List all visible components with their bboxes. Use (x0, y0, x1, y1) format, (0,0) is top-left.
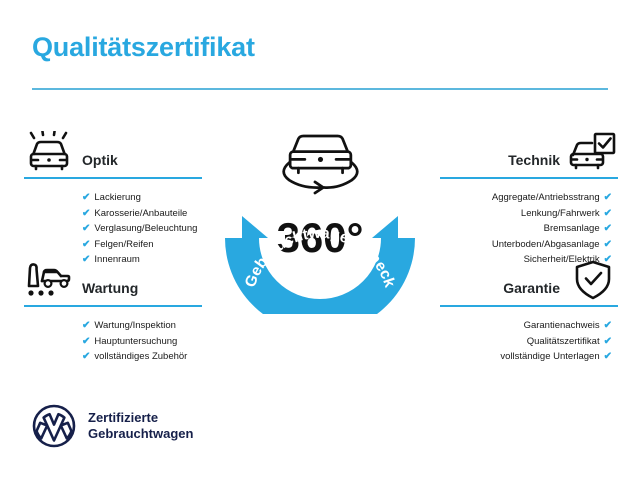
list-item: Lenkung/Fahrwerk ✔ (406, 206, 618, 222)
section-garantie-title: Garantie (503, 280, 560, 296)
check-icon: ✔ (603, 254, 612, 265)
section-technik-list: Aggregate/Antriebsstrang ✔ Lenkung/Fahrwe… (406, 190, 618, 268)
badge-ring (225, 216, 415, 314)
list-item-label: Qualitätszertifikat (526, 335, 600, 347)
section-technik-divider (440, 177, 618, 179)
list-item: Garantienachweis ✔ (406, 318, 618, 334)
badge-center-label: 360° (277, 214, 364, 261)
car-lift-icon (24, 258, 78, 302)
check-icon: ✔ (603, 238, 612, 250)
list-item-label: Aggregate/Antriebsstrang (491, 192, 600, 203)
footer-logo: Zertifizierte Gebrauchtwagen (32, 404, 193, 448)
check-icon: ✔ (82, 238, 91, 250)
section-wartung: Wartung ✔ Wartung/Inspektion ✔ Hauptunters… (24, 258, 236, 365)
list-item: Unterboden/Abgasanlage ✔ (406, 237, 618, 253)
car-shine-icon (24, 130, 78, 174)
section-technik-header: Technik (406, 130, 618, 176)
car-checkbox-icon (564, 130, 618, 174)
list-item: Aggregate/Antriebsstrang ✔ (406, 190, 618, 206)
section-garantie: Garantie Garantienachweis ✔ Qualitätszert… (406, 258, 618, 365)
section-wartung-divider (24, 305, 202, 307)
shield-check-icon (564, 258, 618, 302)
check-icon: ✔ (82, 192, 91, 203)
title-divider (32, 88, 608, 90)
section-optik-title: Optik (82, 152, 118, 168)
list-item: ✔ Innenraum (24, 252, 236, 268)
list-item-label: Felgen/Reifen (94, 238, 154, 250)
list-item: ✔ Verglasung/Beleuchtung (24, 221, 236, 237)
section-wartung-list: ✔ Wartung/Inspektion ✔ Hauptuntersuchung ✔… (24, 318, 236, 365)
badge-360-gebrauchtwagen-check: 360° Gebrauchtwagen-Check (222, 118, 418, 314)
section-garantie-header: Garantie (406, 258, 618, 304)
list-item-label: Hauptuntersuchung (94, 335, 178, 347)
section-garantie-divider (440, 305, 618, 307)
section-optik: Optik ✔ Lackierung ✔ Karosserie/Anbauteile… (24, 130, 236, 268)
list-item-label: Bremsanlage (543, 223, 600, 234)
list-item-label: Innenraum (94, 254, 140, 265)
section-technik-title: Technik (508, 152, 560, 168)
section-technik: Technik Aggregate/Antriebsstrang ✔ Lenkun… (406, 130, 618, 268)
check-icon: ✔ (603, 351, 612, 362)
list-item: ✔ Lackierung (24, 190, 236, 206)
vw-roundel-icon (32, 404, 76, 448)
list-item-label: Lenkung/Fahrwerk (520, 207, 600, 219)
section-wartung-title: Wartung (82, 280, 139, 296)
list-item-label: Lackierung (94, 192, 141, 203)
list-item: ✔ Wartung/Inspektion (24, 318, 236, 334)
section-optik-divider (24, 177, 202, 179)
list-item-label: Wartung/Inspektion (94, 320, 176, 331)
list-item-label: Karosserie/Anbauteile (94, 207, 188, 219)
section-optik-list: ✔ Lackierung ✔ Karosserie/Anbauteile ✔ Verg… (24, 190, 236, 268)
check-icon: ✔ (82, 223, 91, 234)
check-icon: ✔ (603, 335, 612, 347)
check-icon: ✔ (603, 207, 612, 219)
section-garantie-list: Garantienachweis ✔ Qualitätszertifikat ✔ v… (406, 318, 618, 365)
page-title: Qualitätszertifikat (32, 32, 255, 62)
list-item-label: Unterboden/Abgasanlage (491, 238, 600, 250)
list-item: Sicherheit/Elektrik ✔ (406, 252, 618, 268)
list-item-label: Sicherheit/Elektrik (523, 254, 600, 265)
check-icon: ✔ (603, 320, 612, 331)
list-item: Qualitätszertifikat ✔ (406, 334, 618, 350)
check-icon: ✔ (82, 254, 91, 265)
check-icon: ✔ (82, 335, 91, 347)
list-item-label: vollständiges Zubehör (94, 351, 188, 362)
check-icon: ✔ (82, 320, 91, 331)
section-wartung-header: Wartung (24, 258, 236, 304)
list-item-label: vollständige Unterlagen (500, 351, 600, 362)
list-item: vollständige Unterlagen ✔ (406, 349, 618, 365)
list-item: ✔ Karosserie/Anbauteile (24, 206, 236, 222)
footer-text: Zertifizierte Gebrauchtwagen (88, 410, 193, 442)
list-item: ✔ Felgen/Reifen (24, 237, 236, 253)
check-icon: ✔ (82, 351, 91, 362)
list-item: ✔ Hauptuntersuchung (24, 334, 236, 350)
list-item-label: Verglasung/Beleuchtung (94, 223, 198, 234)
list-item: Bremsanlage ✔ (406, 221, 618, 237)
check-icon: ✔ (603, 192, 612, 203)
section-optik-header: Optik (24, 130, 236, 176)
list-item: ✔ vollständiges Zubehör (24, 349, 236, 365)
footer-line-2: Gebrauchtwagen (88, 426, 194, 441)
list-item-label: Garantienachweis (523, 320, 600, 331)
check-icon: ✔ (603, 223, 612, 234)
check-icon: ✔ (82, 207, 91, 219)
footer-line-1: Zertifizierte (88, 410, 159, 425)
car-front-rotate-icon (282, 134, 359, 195)
